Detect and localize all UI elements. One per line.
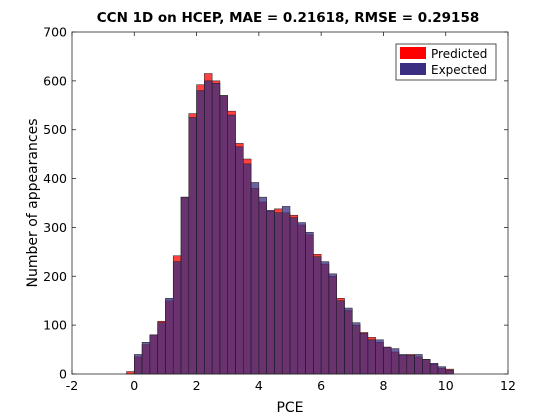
bar-expected-21	[289, 217, 299, 375]
legend: Predicted Expected	[395, 43, 497, 81]
bar-expected-2	[141, 341, 151, 375]
y-tick-label: 500	[43, 122, 67, 137]
bar-expected-39	[429, 363, 439, 375]
bar-expected-19	[274, 212, 283, 375]
y-tick-label: 300	[43, 220, 67, 235]
x-tick-label: 6	[317, 378, 325, 393]
bar-expected-3	[149, 334, 158, 375]
bar-expected-35	[398, 354, 408, 375]
x-tick-label: 2	[193, 378, 201, 393]
bar-expected-41	[445, 369, 454, 375]
bar-expected-1	[134, 354, 143, 375]
bar-expected-27	[336, 300, 345, 375]
bar-expected-15	[243, 163, 252, 375]
x-tick-label: 4	[255, 378, 263, 393]
bar-expected-28	[344, 307, 353, 375]
bar-expected-29	[352, 322, 361, 375]
y-tick-label: 100	[43, 318, 67, 333]
bar-expected-16	[250, 182, 260, 375]
x-tick-label: -2	[66, 378, 78, 393]
bar-expected-8	[188, 117, 197, 375]
bar-expected-17	[258, 196, 267, 375]
chart-title: CCN 1D on HCEP, MAE = 0.21618, RMSE = 0.…	[97, 10, 479, 26]
bar-expected-31	[367, 339, 376, 375]
legend-swatch-expected	[400, 63, 426, 75]
bar-expected-4	[157, 322, 166, 375]
y-tick-label: 600	[43, 73, 67, 88]
x-tick-label: 0	[130, 378, 138, 393]
y-tick-label: 0	[59, 367, 67, 382]
bar-expected-32	[375, 339, 384, 375]
bar-expected-33	[383, 346, 392, 375]
bar-expected-20	[281, 206, 291, 375]
x-tick-label: 10	[438, 378, 454, 393]
x-axis-label: PCE	[276, 400, 303, 416]
bar-expected-37	[414, 354, 423, 375]
y-tick-label: 700	[43, 25, 67, 40]
bar-expected-38	[422, 359, 431, 375]
bar-expected-22	[297, 222, 306, 375]
y-tick-label: 200	[43, 269, 67, 284]
x-tick-label: 12	[500, 378, 516, 393]
bar-expected-24	[313, 256, 322, 375]
bar-expected-40	[437, 366, 446, 375]
bar-expected-26	[328, 273, 337, 375]
bar-expected-12	[219, 95, 228, 375]
y-axis-label: Number of appearances	[25, 119, 41, 288]
bar-expected-9	[196, 90, 205, 375]
bar-expected-30	[359, 333, 369, 375]
bar-expected-36	[406, 355, 415, 375]
plot-frame	[71, 31, 509, 375]
legend-swatch-predicted	[400, 47, 426, 59]
bar-expected-25	[320, 261, 330, 375]
bar-expected-23	[305, 232, 314, 375]
bar-expected-5	[165, 298, 174, 375]
bar-expected-10	[204, 80, 213, 375]
y-tick-label: 400	[43, 171, 67, 186]
bar-expected-6	[172, 261, 182, 375]
bar-expected-7	[180, 196, 190, 375]
y-axis-ticks: 0 100 200 300 400 500 600 700	[43, 25, 508, 382]
legend-label-predicted: Predicted	[431, 47, 487, 61]
bar-expected-14	[235, 146, 244, 375]
x-axis-ticks: -2 0 2 4 6 8 10 12	[66, 32, 516, 393]
bar-expected-34	[390, 348, 400, 375]
legend-label-expected: Expected	[431, 63, 487, 77]
x-tick-label: 8	[379, 378, 387, 393]
bar-expected-18	[266, 210, 275, 375]
bar-expected-13	[227, 114, 236, 375]
bar-expected-11	[211, 83, 221, 375]
